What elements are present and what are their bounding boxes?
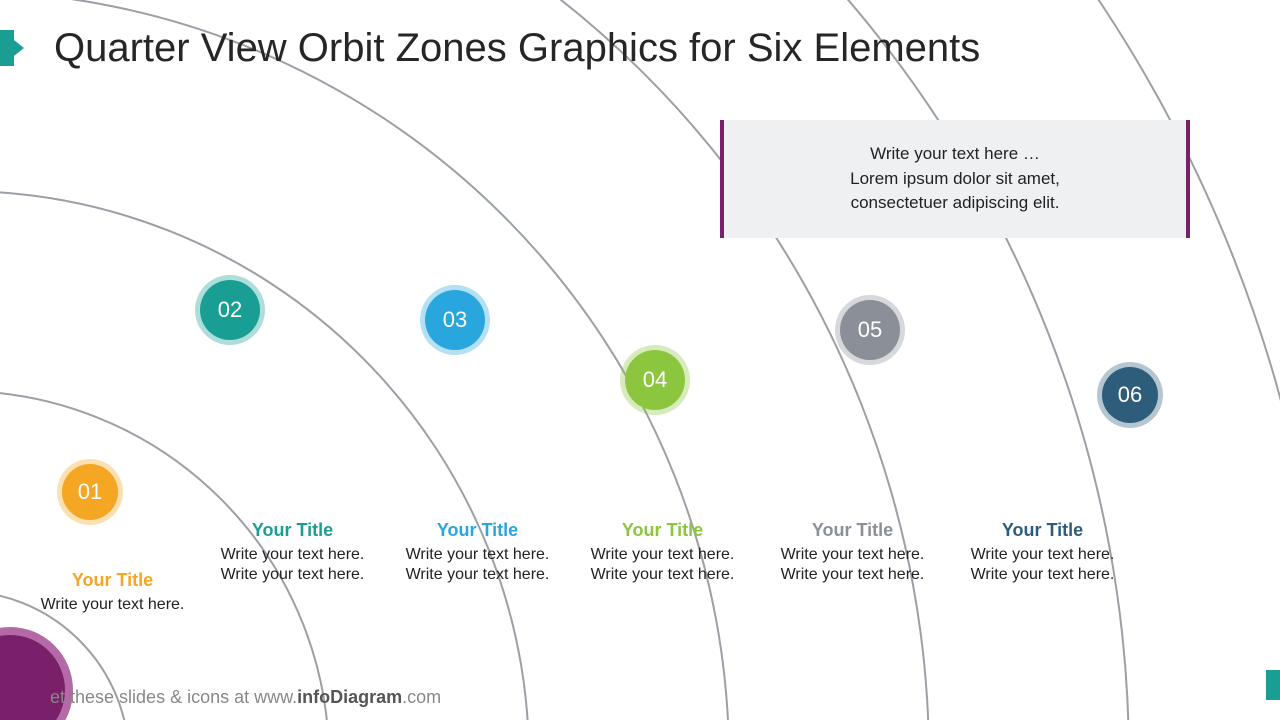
orbit-node-03: 03 <box>425 290 485 350</box>
node-number: 02 <box>218 297 242 323</box>
footer-bold: infoDiagram <box>297 687 402 707</box>
column-title: Your Title <box>580 520 745 541</box>
node-number: 05 <box>858 317 882 343</box>
text-column-06: Your Title Write your text here. Write yo… <box>960 520 1125 585</box>
text-column-02: Your Title Write your text here. Write yo… <box>210 520 375 585</box>
slide-title: Quarter View Orbit Zones Graphics for Si… <box>54 26 980 71</box>
orbit-node-02: 02 <box>200 280 260 340</box>
column-body: Write your text here. Write your text he… <box>395 545 560 585</box>
node-number: 06 <box>1118 382 1142 408</box>
column-title: Your Title <box>30 570 195 591</box>
title-bar: Quarter View Orbit Zones Graphics for Si… <box>0 16 1280 80</box>
column-body: Write your text here. Write your text he… <box>580 545 745 585</box>
callout-line: consectetuer adipiscing elit. <box>754 191 1156 216</box>
text-column-03: Your Title Write your text here. Write yo… <box>395 520 560 585</box>
column-title: Your Title <box>960 520 1125 541</box>
footer-attribution: et these slides & icons at www.infoDiagr… <box>50 687 441 708</box>
callout-box: Write your text here …Lorem ipsum dolor … <box>720 120 1190 238</box>
column-body: Write your text here. <box>30 595 195 615</box>
text-column-04: Your Title Write your text here. Write yo… <box>580 520 745 585</box>
column-body: Write your text here. Write your text he… <box>770 545 935 585</box>
node-number: 01 <box>78 479 102 505</box>
orbit-node-05: 05 <box>840 300 900 360</box>
title-accent-icon <box>0 30 14 66</box>
footer-suffix: .com <box>402 687 441 707</box>
column-body: Write your text here. Write your text he… <box>210 545 375 585</box>
callout-line: Lorem ipsum dolor sit amet, <box>754 167 1156 192</box>
orbit-node-06: 06 <box>1102 367 1158 423</box>
footer-prefix: et these slides & icons at www. <box>50 687 297 707</box>
node-number: 04 <box>643 367 667 393</box>
column-title: Your Title <box>210 520 375 541</box>
text-column-01: Your Title Write your text here. <box>30 570 195 615</box>
column-title: Your Title <box>770 520 935 541</box>
callout-line: Write your text here … <box>754 142 1156 167</box>
orbit-node-01: 01 <box>62 464 118 520</box>
text-column-05: Your Title Write your text here. Write yo… <box>770 520 935 585</box>
slide: Quarter View Orbit Zones Graphics for Si… <box>0 0 1280 720</box>
column-body: Write your text here. Write your text he… <box>960 545 1125 585</box>
node-number: 03 <box>443 307 467 333</box>
orbit-node-04: 04 <box>625 350 685 410</box>
column-title: Your Title <box>395 520 560 541</box>
bottom-right-accent-icon <box>1266 670 1280 700</box>
